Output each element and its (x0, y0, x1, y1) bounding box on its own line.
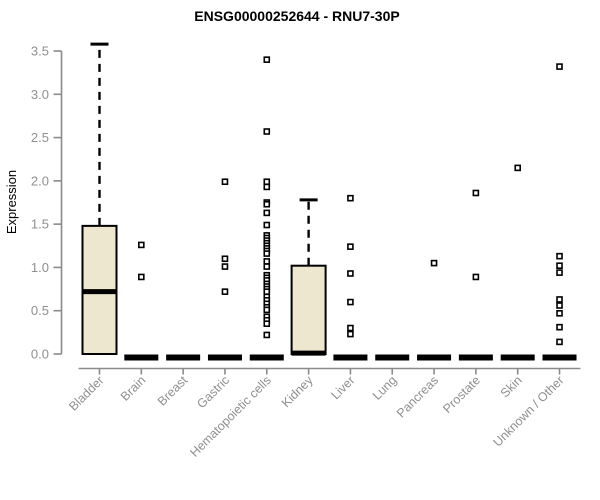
zero-dash (542, 354, 577, 361)
outlier-point (556, 269, 563, 276)
outlier-point (556, 310, 563, 317)
outlier-point (472, 273, 480, 281)
x-category-label: Liver (328, 373, 357, 402)
x-category-label: Brain (118, 373, 149, 404)
x-category-label: Gastric (194, 373, 232, 411)
outlier-point (263, 221, 271, 229)
y-axis-label: Expression (4, 170, 19, 234)
outlier-point (221, 263, 229, 270)
outlier-point (263, 56, 271, 63)
outlier-point (347, 330, 354, 338)
box (290, 264, 327, 355)
zero-dash (207, 354, 242, 361)
outlier-point (263, 331, 271, 339)
outlier-point (347, 324, 354, 332)
outlier-point (472, 189, 480, 197)
outlier-point (556, 63, 563, 70)
x-category-label: Prostate (440, 373, 483, 416)
y-tick-label: 2.5 (31, 130, 49, 145)
zero-dash (500, 354, 535, 361)
outlier-point (263, 320, 271, 328)
zero-dash (333, 354, 368, 361)
outlier-point (347, 243, 354, 250)
outlier-point (347, 298, 354, 306)
outlier-point (556, 252, 563, 260)
x-category-label: Bladder (66, 373, 106, 413)
y-tick-label: 1.0 (31, 260, 49, 275)
outlier-point (263, 178, 271, 186)
outlier-point (556, 338, 563, 346)
outlier-point (556, 323, 563, 331)
outlier-point (263, 258, 271, 265)
zero-dash (417, 354, 452, 361)
outlier-point (138, 273, 145, 281)
outlier-point (263, 250, 271, 257)
x-category-label: Lung (370, 373, 400, 403)
outlier-point (347, 194, 354, 202)
y-tick-label: 3.0 (31, 87, 49, 102)
x-category-label: Hematopoietic cells (187, 373, 274, 460)
zero-dash (124, 354, 159, 361)
x-category-label: Breast (155, 373, 191, 409)
outlier-point (263, 209, 271, 217)
outlier-point (556, 296, 563, 303)
outlier-point (263, 128, 271, 135)
outlier-point (347, 270, 354, 277)
y-tick-label: 1.5 (31, 217, 49, 232)
outlier-point (263, 288, 271, 295)
chart-title: ENSG00000252644 - RNU7-30P (194, 8, 399, 24)
zero-dash (249, 354, 284, 361)
outlier-point (430, 259, 438, 267)
outlier-point (263, 306, 271, 314)
outlier-point (514, 164, 522, 172)
outlier-point (263, 183, 271, 191)
outlier-point (556, 262, 563, 269)
outlier-point (138, 241, 145, 249)
x-category-label: Kidney (279, 373, 316, 410)
zero-dash (458, 354, 493, 361)
outlier-point (263, 263, 271, 270)
outlier-point (221, 288, 229, 295)
outlier-point (221, 178, 229, 186)
y-tick-label: 3.5 (31, 44, 49, 59)
outlier-point (221, 255, 229, 263)
y-tick-label: 2.0 (31, 173, 49, 188)
outlier-point (556, 302, 563, 309)
chart-content: 0.0 0.5 1.0 1.5 2.0 2.5 3.0 3.5 Bladder Brain Brea… (31, 42, 581, 460)
zero-dash (375, 354, 410, 361)
zero-dash (166, 354, 201, 361)
y-tick-label: 0.5 (31, 303, 49, 318)
outlier-point (263, 200, 271, 208)
y-tick-label: 0.0 (31, 347, 49, 362)
x-category-label: Unknown / Other (490, 373, 566, 449)
x-category-label: Pancreas (394, 373, 441, 420)
x-category-label: Skin (498, 373, 525, 400)
